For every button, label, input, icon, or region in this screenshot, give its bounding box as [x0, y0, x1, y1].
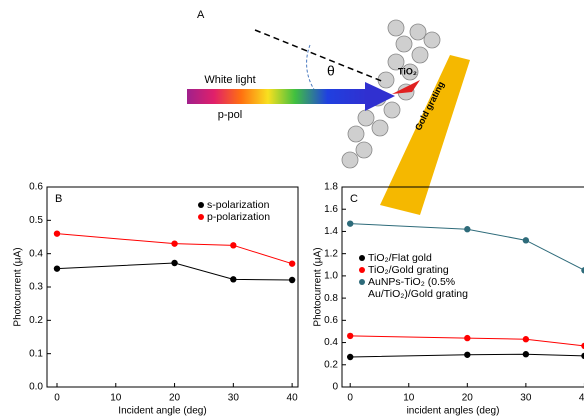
x-tick-label: 30	[228, 393, 240, 404]
y-tick-label: 0.4	[324, 337, 338, 348]
y-tick-label: 1.4	[324, 226, 338, 237]
legend-marker	[359, 279, 365, 285]
legend-marker	[359, 267, 365, 273]
light-label: White light	[204, 74, 255, 86]
legend-entry: TiO₂/Gold grating	[368, 264, 449, 276]
y-tick-label: 0.0	[29, 382, 43, 393]
y-tick-label: 1.0	[324, 271, 338, 282]
x-axis-label: Incident angle (deg)	[118, 406, 206, 417]
y-tick-label: 0.6	[324, 315, 338, 326]
red-arrow	[392, 80, 420, 94]
data-point	[464, 334, 471, 342]
plot-frame	[341, 186, 584, 388]
data-point	[464, 351, 471, 358]
x-tick-label: 30	[520, 393, 532, 404]
x-tick-label: 20	[462, 393, 474, 404]
y-tick-label: 0	[332, 382, 338, 393]
y-tick-label: 0.5	[29, 215, 43, 226]
arrow-head	[365, 82, 395, 111]
y-tick-label: 1.8	[324, 182, 338, 193]
x-tick-label: 0	[347, 393, 353, 404]
x-tick-label: 40	[287, 393, 299, 404]
y-tick-label: 0.6	[29, 182, 43, 193]
legend-label: TiO₂/Flat gold	[368, 252, 432, 264]
x-tick-label: 0	[54, 393, 60, 404]
pol-label: p-pol	[218, 109, 242, 121]
data-point	[171, 240, 178, 247]
data-point	[288, 260, 296, 267]
data-point	[522, 237, 530, 244]
x-tick-label: 10	[110, 393, 122, 404]
legend-label: TiO₂/Gold grating	[368, 264, 449, 276]
x-tick-label: 10	[403, 393, 415, 404]
legend-marker	[198, 214, 204, 220]
chart: 0 0.2 0.4 0.6 0.8 1.0 1.2 1.4 1.6 1.8 0 10 20 30 40 inc…	[313, 182, 584, 417]
tio2-label: TiO₂	[398, 66, 417, 76]
legend-entry: AuNPs-TiO₂ (0.5% Au/TiO₂)/Gold grating	[368, 276, 468, 300]
normal-line	[254, 29, 385, 83]
data-point	[53, 230, 61, 237]
y-tick-label: 0.2	[324, 359, 338, 370]
data-point	[288, 276, 296, 284]
theta: θ	[327, 63, 335, 79]
data-point	[346, 353, 354, 361]
gold-grating	[380, 55, 470, 215]
data-point	[230, 242, 237, 249]
y-tick-label: 0.1	[29, 348, 43, 359]
data-point	[53, 265, 61, 272]
data-point	[581, 352, 584, 360]
data-point	[346, 332, 354, 340]
x-axis-label: incident angles (deg)	[407, 406, 500, 417]
series-line	[350, 353, 584, 358]
legend-label: p-polarization	[207, 211, 271, 223]
y-tick-label: 0.4	[29, 248, 43, 259]
x-tick-label: 20	[169, 393, 181, 404]
legend-entry: TiO₂/Flat gold	[368, 252, 432, 264]
legend-label: AuNPs-TiO₂ (0.5% Au/TiO₂)/Gold grating	[368, 276, 468, 300]
data-point	[581, 267, 584, 274]
data-point	[171, 259, 178, 267]
legend-entry: p-polarization	[207, 211, 271, 223]
panel-label: A	[197, 9, 205, 21]
y-tick-label: 0.3	[29, 282, 43, 293]
data-point	[522, 336, 530, 343]
panel-label: B	[55, 193, 62, 205]
y-tick-label: 0.2	[29, 315, 43, 326]
y-tick-label: 1.2	[324, 248, 338, 259]
data-point	[581, 342, 584, 350]
x-tick-label: 40	[579, 393, 584, 404]
chart: 0.0 0.1 0.2 0.3 0.4 0.5 0.6 0 10 20 30 40 Incident a…	[13, 182, 299, 417]
legend-entry: s-polarization	[207, 199, 270, 211]
y-tick-label: 0.8	[324, 293, 338, 304]
legend-marker	[359, 255, 365, 261]
series-line	[350, 223, 584, 271]
y-axis-label: Photocurrent (μA)	[13, 247, 24, 326]
panel-label: C	[350, 193, 358, 205]
legend-label: s-polarization	[207, 199, 270, 211]
data-point	[522, 351, 530, 358]
data-point	[346, 220, 354, 227]
y-axis-label: Photocurrent (μA)	[313, 247, 324, 326]
series-line	[350, 335, 584, 347]
series-line	[56, 233, 293, 265]
light-beam	[187, 89, 367, 104]
data-point	[464, 226, 471, 233]
series-line	[56, 262, 293, 281]
legend-marker	[198, 202, 204, 208]
y-tick-label: 1.6	[324, 204, 338, 215]
data-point	[230, 276, 237, 283]
